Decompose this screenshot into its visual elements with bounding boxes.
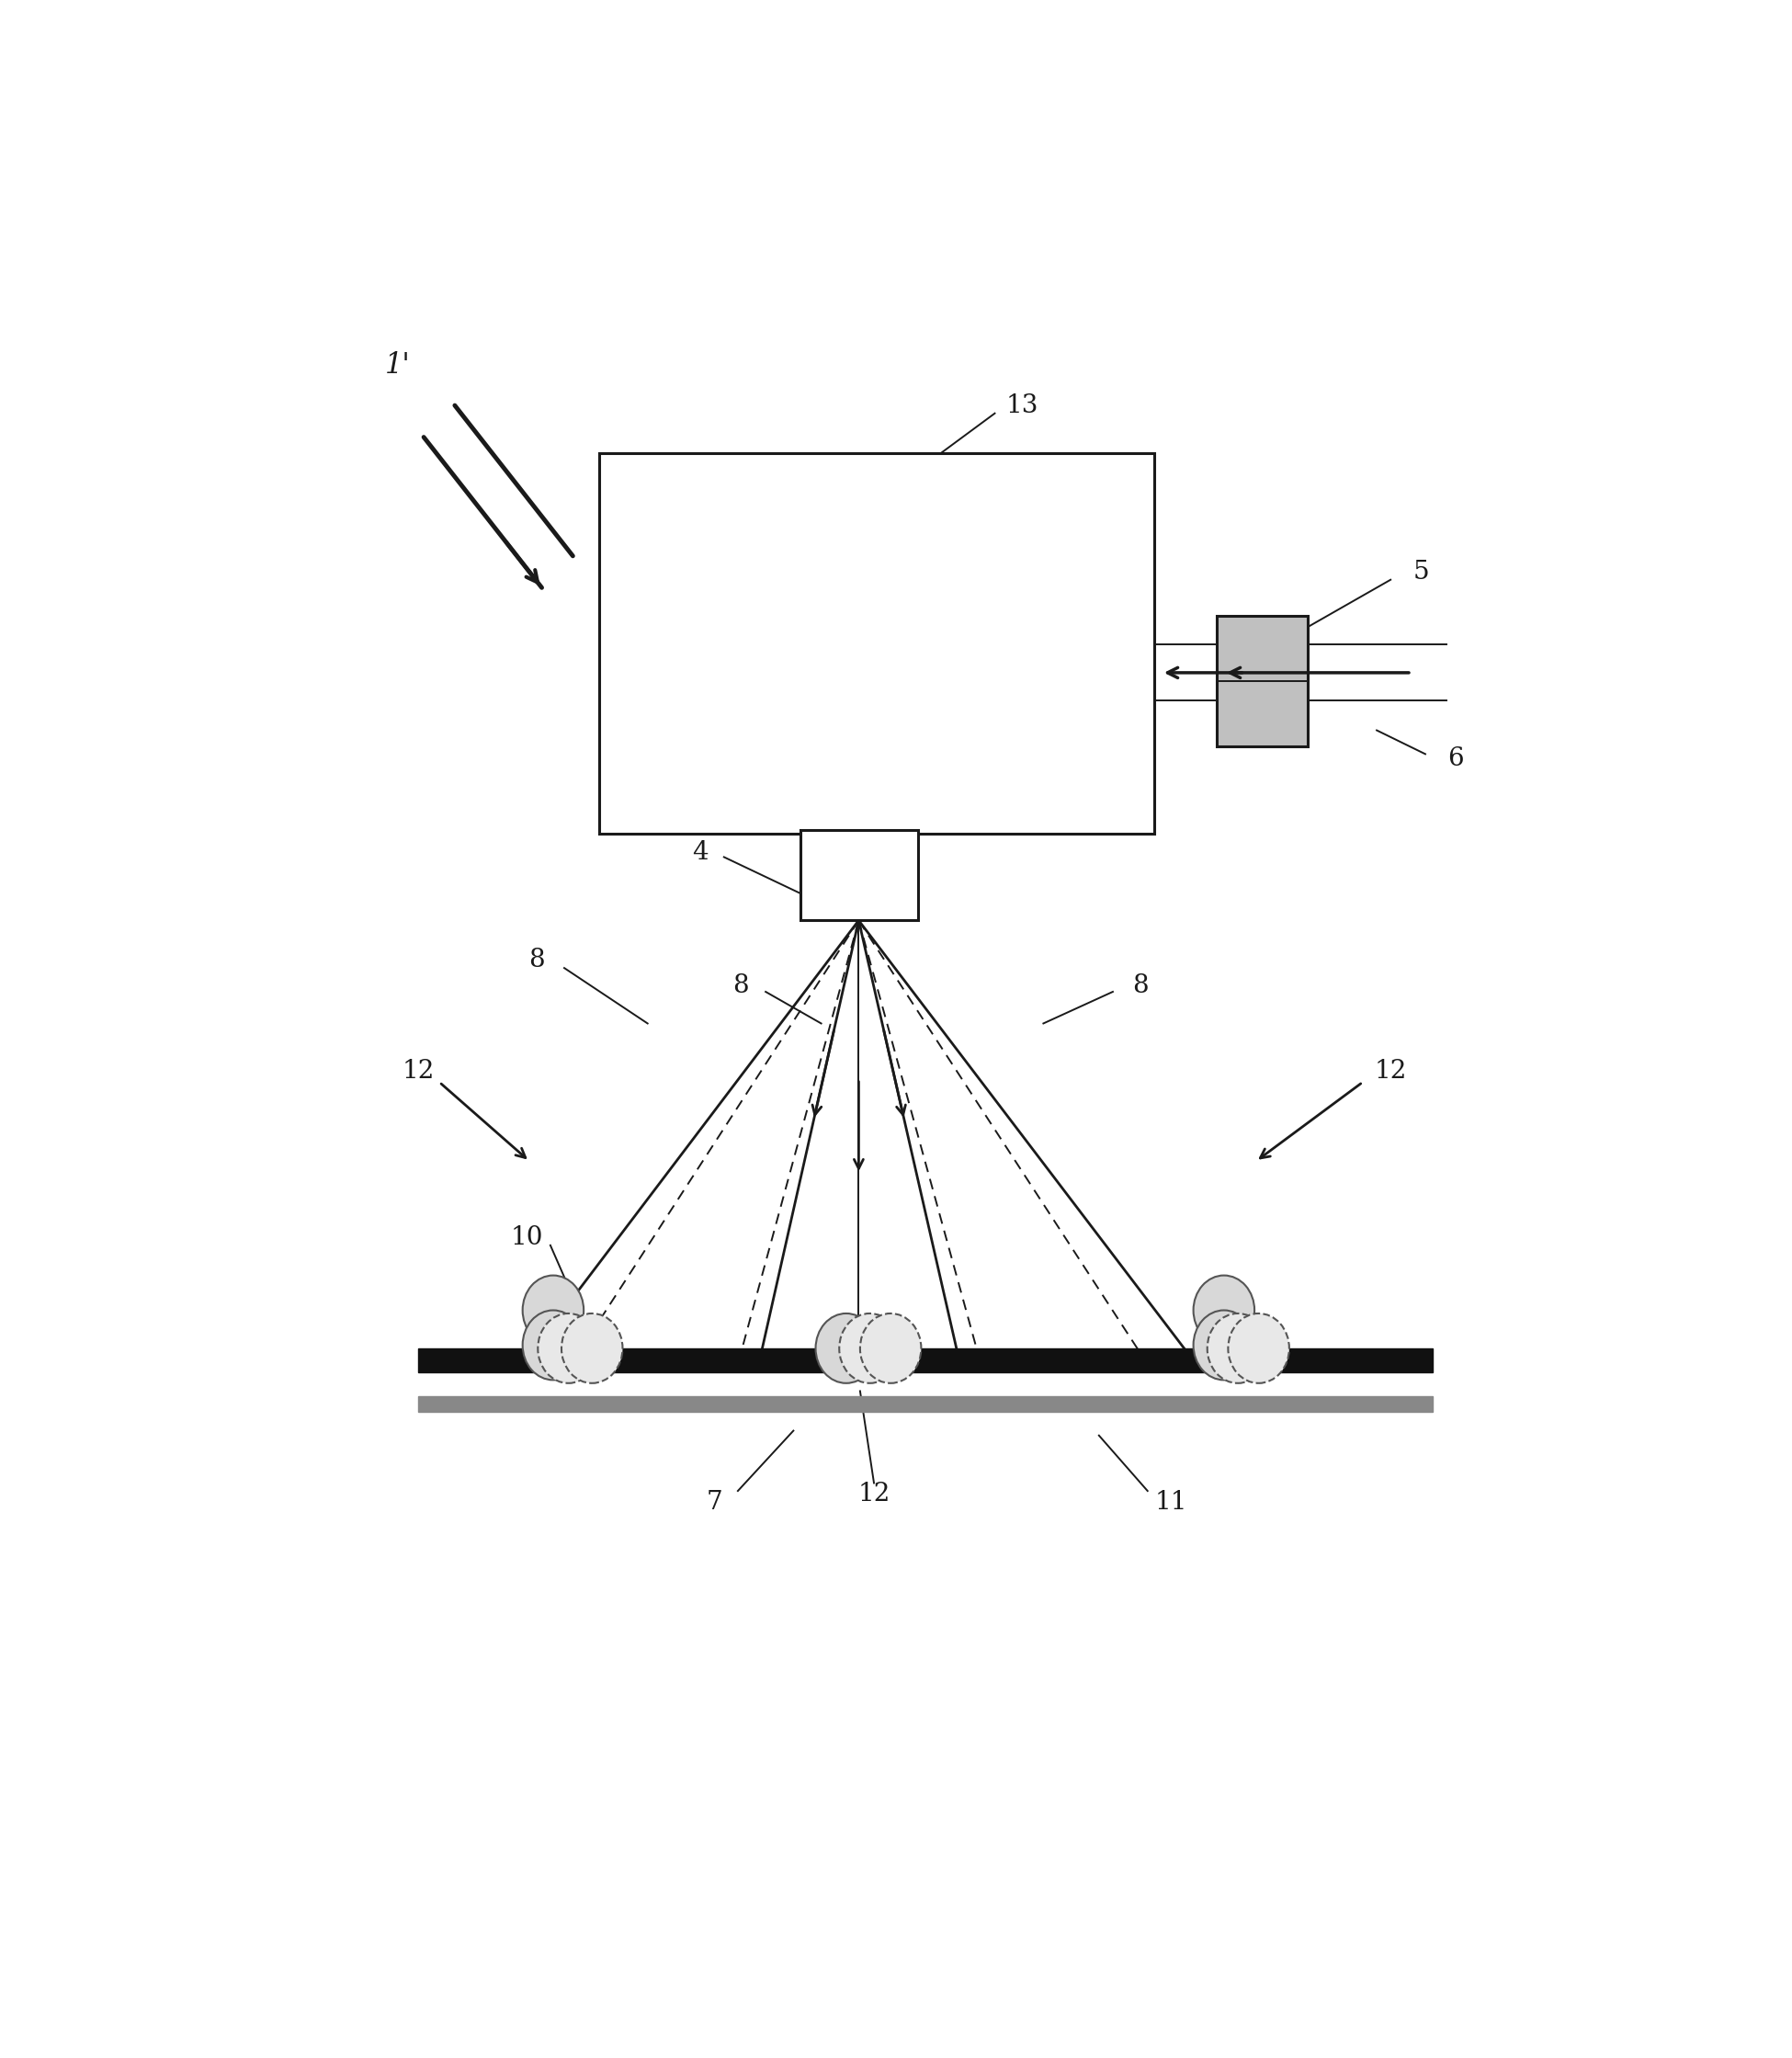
Bar [599,453,1154,833]
Circle shape [1193,1276,1254,1346]
Circle shape [561,1313,622,1383]
Bar [801,829,918,920]
Circle shape [815,1313,876,1383]
Text: 12: 12 [401,1058,435,1083]
Circle shape [1208,1313,1269,1383]
Bar [419,1395,1432,1412]
Circle shape [538,1313,599,1383]
Text: 13: 13 [1007,393,1039,418]
Text: 7: 7 [706,1490,722,1515]
Text: 10: 10 [511,1225,543,1249]
Text: 8: 8 [529,947,545,973]
Text: 4: 4 [692,840,708,864]
Circle shape [523,1276,584,1346]
Text: 8: 8 [733,973,749,998]
Bar [1217,615,1308,747]
Text: 12: 12 [1374,1058,1407,1083]
Circle shape [1193,1311,1254,1381]
Text: 1': 1' [385,352,410,381]
Text: 8: 8 [1133,973,1149,998]
Text: 6: 6 [1448,747,1464,772]
Text: 12: 12 [858,1482,891,1506]
Bar [419,1348,1432,1373]
Text: 5: 5 [1414,560,1430,584]
Circle shape [839,1313,900,1383]
Circle shape [860,1313,921,1383]
Circle shape [1228,1313,1288,1383]
Circle shape [523,1311,584,1381]
Text: 11: 11 [1154,1490,1188,1515]
